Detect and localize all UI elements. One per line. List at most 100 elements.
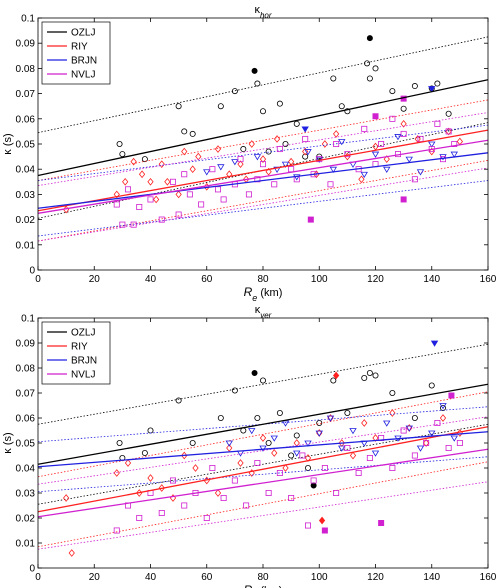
outlier-point xyxy=(333,371,340,380)
data-point xyxy=(329,166,338,173)
data-point xyxy=(214,186,221,193)
data-point xyxy=(189,439,196,446)
y-tick-label: 0.08 xyxy=(16,64,36,75)
data-point xyxy=(225,440,233,447)
data-point xyxy=(366,75,373,82)
data-point xyxy=(315,430,323,437)
data-point xyxy=(169,477,176,484)
data-point xyxy=(273,166,281,173)
data-point xyxy=(158,160,165,168)
data-point xyxy=(411,452,418,459)
data-point xyxy=(293,432,300,439)
series-riy xyxy=(38,371,488,557)
x-tick-label: 0 xyxy=(35,572,41,583)
data-point xyxy=(383,420,391,427)
x-tick-label: 120 xyxy=(367,572,384,583)
data-point xyxy=(125,186,132,193)
data-point xyxy=(344,108,351,115)
data-point xyxy=(181,502,188,509)
fit-line-brjn xyxy=(38,152,488,209)
x-tick-label: 120 xyxy=(367,274,384,285)
data-point xyxy=(226,444,233,452)
data-point xyxy=(451,140,458,147)
data-point xyxy=(248,428,256,435)
outlier-point xyxy=(318,516,326,525)
data-point xyxy=(361,125,368,132)
data-point xyxy=(113,527,120,534)
confidence-band-line xyxy=(38,112,488,186)
data-point xyxy=(327,181,334,188)
data-point xyxy=(282,140,289,147)
data-point xyxy=(349,428,357,435)
outlier-point xyxy=(251,369,258,376)
data-point xyxy=(248,140,255,148)
data-point xyxy=(405,156,413,163)
data-point xyxy=(383,166,391,173)
data-point xyxy=(147,177,154,186)
data-point xyxy=(122,177,129,186)
y-tick-label: 0 xyxy=(29,266,35,277)
y-tick-label: 0.03 xyxy=(16,489,36,500)
data-point xyxy=(411,414,418,421)
x-tick-label: 100 xyxy=(311,274,328,285)
data-point xyxy=(192,464,199,472)
data-point xyxy=(321,464,328,471)
data-point xyxy=(304,522,311,529)
y-tick-label: 0.03 xyxy=(16,190,36,201)
data-point xyxy=(203,515,210,522)
data-point xyxy=(411,83,418,90)
data-point xyxy=(136,515,143,522)
data-point xyxy=(124,459,132,467)
data-point xyxy=(302,153,309,160)
data-point xyxy=(288,452,295,459)
outlier-point xyxy=(430,340,439,347)
confidence-band-line xyxy=(38,36,488,134)
data-point xyxy=(293,174,301,181)
data-point xyxy=(217,414,224,421)
data-point xyxy=(158,484,165,492)
data-point xyxy=(231,387,238,394)
x-tick-label: 140 xyxy=(423,572,440,583)
x-tick-label: 40 xyxy=(145,572,157,583)
confidence-band-line xyxy=(38,122,488,219)
legend: OZLJ RIY BRJN NVLJ xyxy=(41,21,111,85)
y-tick-label: 0.08 xyxy=(16,364,36,375)
data-point xyxy=(273,135,281,143)
data-point xyxy=(372,372,379,379)
data-point xyxy=(186,191,193,198)
outlier-point xyxy=(321,527,328,534)
data-point xyxy=(321,140,328,148)
y-tick-label: 0.04 xyxy=(16,464,36,475)
x-tick-label: 140 xyxy=(423,274,440,285)
data-point xyxy=(450,151,458,158)
data-point xyxy=(116,439,123,446)
data-point xyxy=(209,166,216,173)
data-point xyxy=(217,103,224,110)
data-point xyxy=(293,120,300,127)
data-point xyxy=(434,120,441,127)
confidence-band-line xyxy=(38,159,488,242)
data-point xyxy=(330,75,337,82)
confidence-band-line xyxy=(38,99,488,181)
confidence-band-line xyxy=(38,343,488,425)
data-point xyxy=(265,489,272,496)
data-point xyxy=(389,464,396,471)
data-point xyxy=(259,434,267,442)
data-point xyxy=(271,181,278,188)
data-point xyxy=(428,382,435,389)
x-tick-label: 60 xyxy=(201,274,213,285)
data-point xyxy=(371,450,380,457)
chart-title: κver xyxy=(255,304,272,320)
data-point xyxy=(445,444,452,451)
data-point xyxy=(119,151,126,158)
data-point xyxy=(333,489,340,496)
outlier-point xyxy=(378,520,385,527)
data-point xyxy=(372,434,379,442)
x-tick-label: 80 xyxy=(257,572,269,583)
data-point xyxy=(237,160,244,168)
data-point xyxy=(383,155,390,163)
x-tick-label: 60 xyxy=(201,572,213,583)
data-point xyxy=(245,191,252,198)
y-tick-label: 0.01 xyxy=(16,240,36,251)
series-nvlj xyxy=(38,95,488,242)
